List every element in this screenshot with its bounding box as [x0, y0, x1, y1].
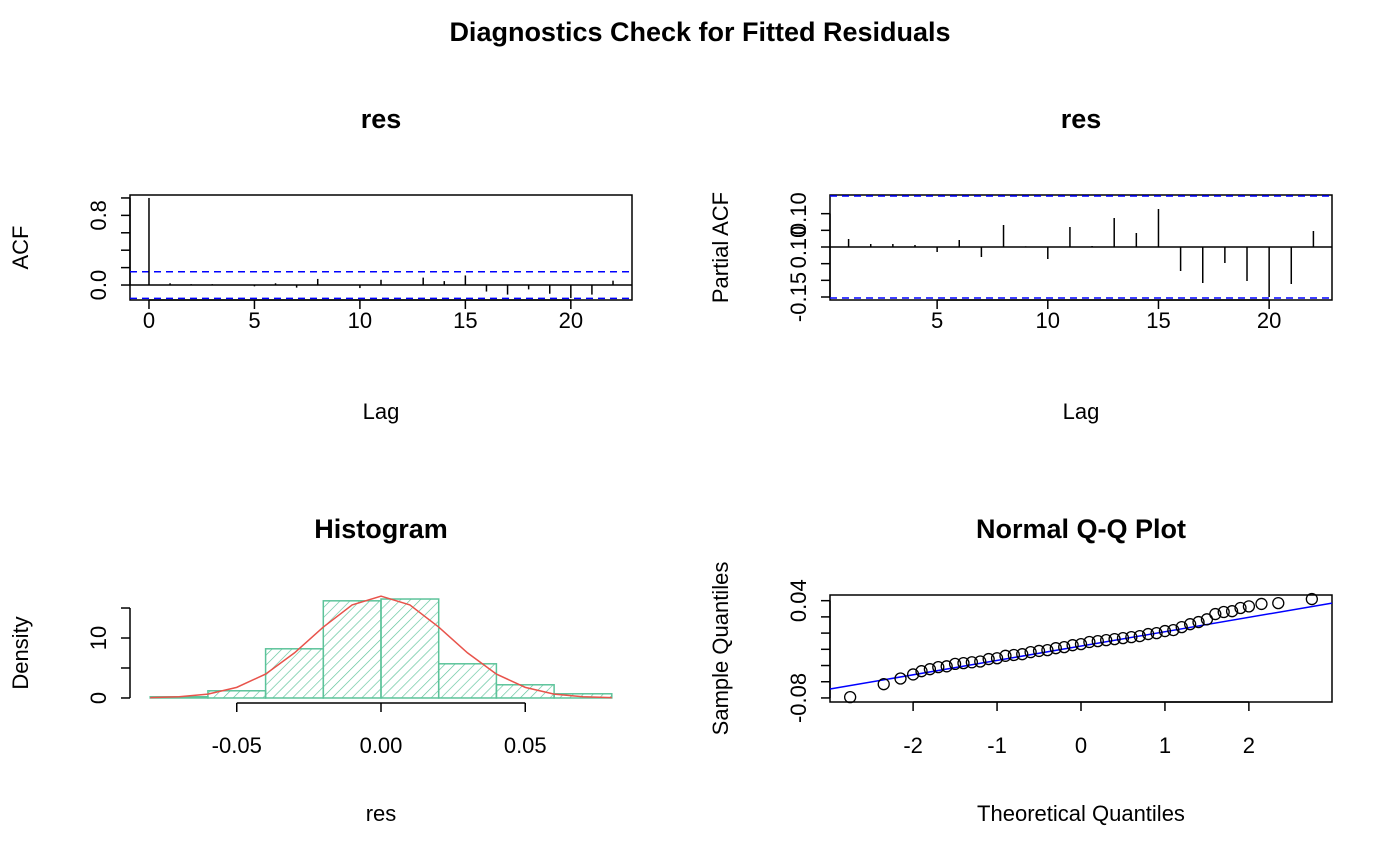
x-tick-label: -2	[903, 733, 923, 758]
qq-point	[1091, 634, 1104, 648]
qq-point	[1142, 627, 1155, 641]
qq-point	[1108, 632, 1121, 646]
qq-point	[1175, 620, 1188, 634]
histogram-bar	[437, 663, 498, 699]
histogram-bar	[264, 648, 325, 699]
plot-frame	[829, 594, 1333, 703]
y-axis-label: Partial ACF	[708, 192, 733, 303]
qq-point	[1125, 631, 1138, 644]
x-tick-label: 15	[453, 308, 477, 333]
qq-point	[894, 672, 907, 685]
qq-point	[1041, 643, 1054, 657]
qq-point	[1272, 596, 1285, 610]
x-tick-label: -1	[987, 733, 1007, 758]
qq-point	[1032, 644, 1046, 658]
qq-point	[1217, 605, 1230, 619]
panel-title: Histogram	[314, 514, 448, 544]
histogram-bar	[380, 598, 440, 699]
qq-point	[923, 663, 937, 676]
density-curve	[150, 595, 612, 699]
qq-point	[948, 657, 962, 671]
y-tick-label: 0.10	[786, 226, 811, 269]
x-tick-label: 15	[1146, 308, 1170, 333]
y-tick-label: 0.10	[786, 192, 811, 235]
panel-title: res	[1061, 104, 1102, 134]
x-tick-label: 5	[248, 308, 260, 333]
qq-point	[1066, 639, 1079, 652]
qq-point	[982, 652, 995, 666]
qq-point	[1007, 648, 1020, 662]
qq-point	[1234, 601, 1247, 615]
y-tick-label: -0.08	[786, 673, 811, 723]
x-axis-label: Theoretical Quantiles	[977, 801, 1185, 826]
x-tick-label: 1	[1159, 733, 1171, 758]
qq-line	[829, 602, 1333, 690]
qq-point	[965, 656, 979, 669]
qq-point	[1305, 592, 1319, 606]
qq-point	[1242, 600, 1256, 613]
qq-point	[1049, 642, 1062, 655]
qq-point	[1192, 615, 1205, 629]
qq-point	[1100, 634, 1113, 647]
qq-point	[843, 690, 857, 704]
qq-point	[974, 655, 987, 668]
y-tick-label: 0.8	[86, 200, 111, 231]
y-tick-label: -0.15	[786, 272, 811, 322]
qq-point	[1150, 626, 1163, 640]
y-tick-label: 10	[86, 626, 111, 650]
x-axis-label: Lag	[363, 399, 400, 424]
x-tick-label: 2	[1243, 733, 1255, 758]
qq-point	[940, 660, 953, 673]
x-axis-label: Lag	[1063, 399, 1100, 424]
qq-point	[1024, 645, 1037, 659]
qq-point	[906, 668, 920, 681]
y-tick-label: 0.04	[786, 579, 811, 622]
y-axis-label: ACF	[8, 226, 33, 270]
histogram-bar	[495, 684, 555, 699]
y-tick-label: 0	[86, 692, 111, 704]
x-tick-label: 0	[143, 308, 155, 333]
y-axis-label: Sample Quantiles	[708, 562, 733, 736]
histogram-bar	[322, 600, 382, 699]
qq-point	[877, 678, 890, 691]
qq-point	[1225, 605, 1239, 618]
x-tick-label: 0	[1075, 733, 1087, 758]
qq-point	[1083, 635, 1096, 649]
x-tick-label: 10	[1036, 308, 1060, 333]
histogram-bar	[553, 693, 613, 699]
qq-point	[932, 660, 945, 674]
qq-point	[990, 652, 1004, 665]
x-tick-label: 20	[1257, 308, 1281, 333]
qq-point	[1167, 623, 1180, 637]
qq-point	[1183, 618, 1197, 631]
x-axis-label: res	[366, 801, 397, 826]
x-tick-label: 5	[931, 308, 943, 333]
x-tick-label: 20	[559, 308, 583, 333]
x-tick-label: -0.05	[212, 733, 262, 758]
panel-title: res	[361, 104, 402, 134]
panel-title: Normal Q-Q Plot	[976, 514, 1186, 544]
qq-point	[1158, 624, 1172, 638]
qq-point	[1255, 597, 1268, 611]
x-tick-label: 10	[348, 308, 372, 333]
x-tick-label: 0.05	[504, 733, 547, 758]
x-tick-label: 0.00	[360, 733, 403, 758]
qq-point	[1116, 631, 1130, 645]
y-tick-label: 0.0	[86, 270, 111, 301]
page-title: Diagnostics Check for Fitted Residuals	[449, 17, 950, 47]
qq-point	[1016, 648, 1029, 661]
qq-point	[1133, 629, 1146, 643]
qq-point	[1209, 607, 1222, 621]
qq-point	[915, 665, 928, 678]
qq-point	[957, 656, 970, 670]
qq-point	[1058, 640, 1071, 654]
qq-point	[1074, 637, 1088, 651]
qq-point	[999, 649, 1012, 662]
y-axis-label: Density	[8, 616, 33, 689]
